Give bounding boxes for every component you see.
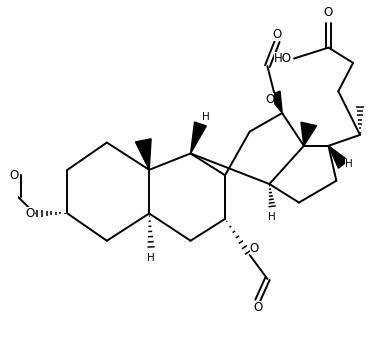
Text: O: O	[273, 28, 282, 41]
Text: O: O	[9, 169, 18, 182]
Text: O: O	[26, 207, 35, 220]
Text: O: O	[324, 6, 333, 19]
Text: HO: HO	[274, 52, 292, 65]
Text: O: O	[250, 242, 259, 255]
Text: H: H	[269, 211, 276, 221]
Text: H: H	[345, 159, 353, 169]
Text: H: H	[147, 253, 155, 263]
Polygon shape	[269, 91, 282, 113]
Text: H: H	[202, 112, 210, 122]
Polygon shape	[328, 146, 348, 168]
Polygon shape	[135, 139, 151, 170]
Text: O: O	[253, 301, 262, 314]
Polygon shape	[190, 122, 206, 153]
Text: O: O	[265, 93, 274, 106]
Polygon shape	[301, 122, 317, 146]
